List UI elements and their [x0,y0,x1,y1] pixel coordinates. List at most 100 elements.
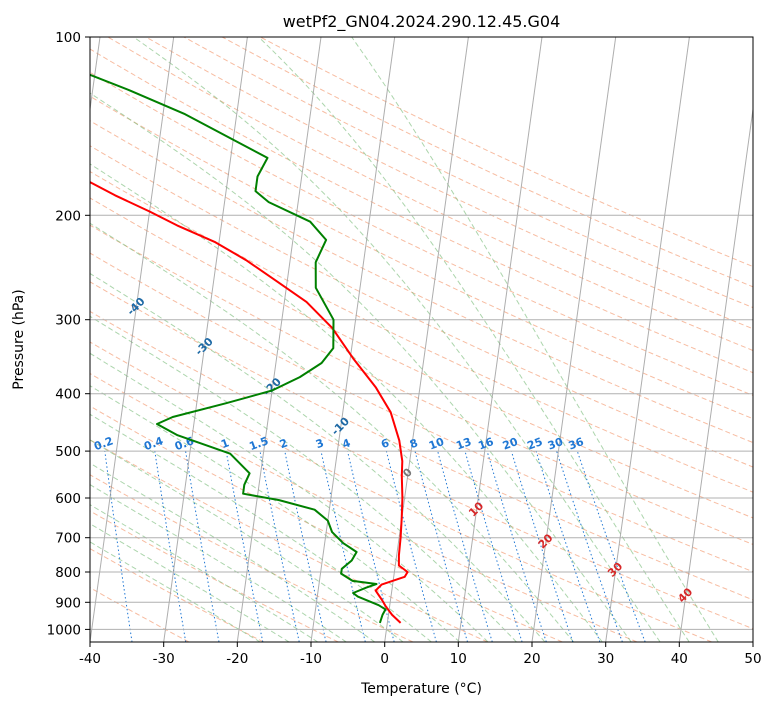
x-axis-title: Temperature (°C) [360,681,482,697]
moist-adiabat-line [90,352,489,642]
x-tick-label: 10 [450,651,467,667]
x-tick-label: 0 [380,651,389,667]
mixing-ratio-lines [104,450,646,642]
isotherm-line [384,37,469,642]
mixing-ratio-label: 3 [314,436,326,451]
y-axis: 100 200 300 400 500 600 700 800 900 1000 [47,30,90,638]
mixing-ratio-label: 13 [454,435,473,452]
mixing-ratio-label: 0.2 [92,434,115,453]
mixing-ratio-line [486,450,547,642]
y-tick-label: 100 [55,30,81,46]
y-axis-title: Pressure (hPa) [11,289,27,389]
moist-adiabat-line [90,315,517,642]
dry-adiabat-line [90,48,753,374]
isotherms [90,37,753,642]
mixing-ratio-line [284,451,327,642]
dry-adiabat-line [90,310,753,630]
mixing-ratio-label: 10 [427,435,446,453]
moist-adiabat-line [90,413,432,642]
dry-adiabat-line [90,439,488,642]
y-tick-label: 700 [55,531,81,547]
dry-adiabat-line [145,37,753,330]
x-tick-label: 40 [671,651,688,667]
mixing-ratio-line [437,450,493,642]
moist-adiabat-line [90,222,574,642]
x-tick-label: -30 [153,651,175,667]
moist-adiabat-line [90,92,632,642]
dry-adiabat-line [90,252,753,573]
moist-adiabat-line [90,163,603,642]
dry-adiabat-line [90,197,753,519]
mixing-ratio-line [464,450,523,642]
dewpoint-profile-line [90,73,387,624]
moist-adiabat-line [133,37,661,642]
plot-frame [89,36,754,643]
mixing-ratio-line [225,451,264,642]
moist-adiabat-line [258,37,690,642]
moist-adiabat-line [90,272,546,642]
pressure-gridlines [90,37,753,630]
x-tick-label: -10 [300,651,322,667]
mixing-ratio-label: 2 [278,436,290,451]
dry-adiabat-line [90,71,753,396]
moist-adiabat-line [90,439,404,642]
mixing-ratio-label: 16 [476,435,495,453]
mixing-ratio-line [385,450,437,642]
y-tick-label: 600 [55,491,81,507]
x-tick-label: 50 [744,651,761,667]
mixing-ratio-line [414,450,468,642]
mixing-ratio-label: 4 [341,436,353,451]
isotherm-line [678,105,753,642]
temperature-profile-line [90,180,409,624]
x-axis: -40 -30 -20 -10 0 10 20 30 40 50 [79,642,762,667]
mixing-ratio-label: 1 [219,436,231,451]
x-tick-label: 20 [523,651,540,667]
mixing-ratio-label: 25 [525,435,544,452]
dry-adiabat-line [183,37,753,309]
mixing-ratio-line [556,450,623,642]
moist-adiabat-line [90,462,376,642]
moist-adiabats [90,37,719,642]
mixing-ratio-label: 36 [567,435,586,453]
mixing-ratio-line [510,450,574,642]
profile-series [90,73,409,624]
y-tick-label: 400 [55,387,81,403]
y-tick-label: 1000 [47,622,81,638]
y-tick-label: 500 [55,444,81,460]
isotherm-line [457,37,543,642]
isotherm-line [163,37,248,642]
moist-adiabat-line [90,484,347,642]
mixing-ratio-label: 8 [408,436,420,451]
mixing-ratio-line [535,450,601,642]
isotherm-line [531,37,617,642]
isotherm-line [90,37,175,642]
isotherm-line [605,37,690,642]
moist-adiabat-line [90,541,261,642]
x-tick-label: 30 [597,651,614,667]
dry-adiabat-line [90,405,563,642]
mixing-ratio-label: 30 [546,435,565,453]
y-tick-label: 200 [55,208,81,224]
y-tick-label: 800 [55,565,81,581]
x-tick-label: -40 [79,651,101,667]
dry-adiabat-line [90,281,753,601]
moist-adiabat-line [90,385,461,642]
mixing-ratio-label: 6 [379,436,391,451]
isotherm-line [310,37,396,642]
dry-adiabat-line [90,95,753,420]
dry-adiabat-line [90,548,264,642]
moist-adiabat-line [351,37,719,642]
y-tick-label: 900 [55,595,81,611]
mixing-ratio-label: 1.5 [247,434,270,453]
mixing-ratio-label: 0.4 [142,434,165,453]
mixing-ratio-label: 20 [501,435,520,453]
isotherm-line [236,37,322,642]
mixing-ratio-line [259,451,300,642]
chart-title: wetPf2_GN04.2024.290.12.45.G04 [283,12,561,32]
dry-adiabat-line [107,37,753,352]
mixing-ratio-line [576,450,646,642]
y-tick-label: 300 [55,313,81,329]
